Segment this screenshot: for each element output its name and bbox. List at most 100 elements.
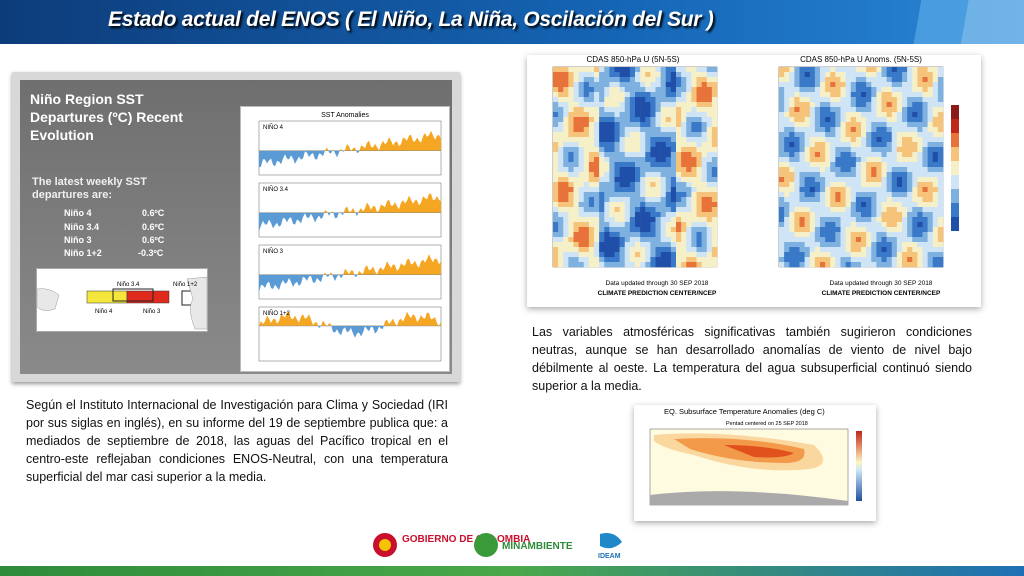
- contour-cell: [866, 92, 872, 98]
- contour-cell: [645, 177, 651, 183]
- contour-cell: [850, 102, 857, 108]
- contour-cell: [820, 97, 826, 103]
- contour-cell: [835, 172, 841, 178]
- contour-cell: [635, 167, 641, 173]
- contour-cell: [891, 67, 898, 73]
- contour-cell: [686, 202, 692, 208]
- contour-cell: [799, 242, 805, 248]
- contour-cell: [619, 252, 626, 258]
- contour-cell: [922, 97, 928, 103]
- contour-cell: [660, 122, 667, 128]
- contour-cell: [701, 67, 708, 73]
- contour-cell: [609, 72, 615, 78]
- contour-cell: [670, 187, 677, 193]
- contour-cell: [681, 227, 687, 233]
- contour-cell: [624, 197, 631, 203]
- contour-cell: [650, 172, 656, 178]
- contour-cell: [629, 232, 636, 238]
- contour-cell: [927, 112, 934, 118]
- contour-cell: [845, 142, 852, 148]
- contour-cell: [779, 77, 785, 83]
- contour-cell: [696, 187, 702, 193]
- contour-cell: [553, 67, 559, 73]
- contour-cell: [861, 137, 867, 143]
- contour-cell: [629, 222, 636, 228]
- contour-cell: [902, 217, 908, 223]
- logo-text: MINAMBIENTE: [502, 541, 573, 552]
- contour-cell: [563, 157, 569, 163]
- contour-cell: [835, 237, 841, 243]
- contour-cell: [891, 257, 898, 263]
- contour-cell: [619, 112, 626, 118]
- contour-cell: [809, 152, 816, 158]
- contour-cell: [814, 122, 821, 128]
- contour-cell: [604, 222, 610, 228]
- contour-cell: [681, 252, 687, 258]
- contour-cell: [558, 122, 564, 128]
- contour-cell: [583, 112, 590, 118]
- contour-cell: [907, 137, 913, 143]
- contour-cell: [701, 227, 708, 233]
- contour-cell: [681, 117, 687, 123]
- contour-cell: [635, 207, 641, 213]
- contour-cell: [779, 107, 785, 113]
- contour-cell: [599, 187, 605, 193]
- cool-area: [259, 274, 441, 292]
- contour-cell: [578, 117, 585, 123]
- contour-cell: [825, 112, 831, 118]
- contour-cell: [799, 212, 805, 218]
- contour-cell: [866, 82, 872, 88]
- contour-cell: [804, 82, 811, 88]
- contour-cell: [779, 197, 785, 203]
- contour-cell: [624, 167, 631, 173]
- contour-cell: [799, 232, 805, 238]
- contour-cell: [681, 257, 687, 263]
- contour-cell: [896, 157, 903, 163]
- contour-cell: [655, 87, 661, 93]
- contour-cell: [835, 107, 841, 113]
- contour-cell: [676, 147, 682, 153]
- contour-cell: [594, 142, 600, 148]
- contour-cell: [588, 232, 595, 238]
- contour-cell: [670, 207, 677, 213]
- contour-cell: [912, 182, 918, 188]
- contour-cell: [804, 112, 811, 118]
- contour-cell: [640, 172, 646, 178]
- contour-cell: [614, 102, 620, 108]
- contour-cell: [825, 232, 831, 238]
- contour-cell: [604, 217, 610, 223]
- contour-cell: [578, 112, 585, 118]
- contour-cell: [701, 167, 708, 173]
- contour-cell: [691, 227, 697, 233]
- contour-cell: [896, 147, 903, 153]
- contour-cell: [599, 77, 605, 83]
- contour-cell: [809, 82, 816, 88]
- contour-cell: [553, 172, 559, 178]
- contour-cell: [912, 192, 918, 198]
- contour-cell: [850, 202, 857, 208]
- contour-cell: [614, 172, 620, 178]
- contour-cell: [809, 217, 816, 223]
- contour-cell: [681, 177, 687, 183]
- contour-cell: [706, 242, 713, 248]
- contour-cell: [691, 222, 697, 228]
- contour-cell: [855, 87, 862, 93]
- contour-cell: [794, 242, 800, 248]
- contour-cell: [706, 112, 713, 118]
- contour-cell: [825, 72, 831, 78]
- contour-cell: [927, 222, 934, 228]
- contour-cell: [932, 237, 939, 243]
- contour-cell: [573, 212, 579, 218]
- contour-cell: [650, 122, 656, 128]
- contour-cell: [578, 67, 585, 73]
- contour-cell: [861, 232, 867, 238]
- contour-cell: [691, 137, 697, 143]
- contour-cell: [789, 202, 795, 208]
- contour-cell: [629, 102, 636, 108]
- contour-cell: [701, 202, 708, 208]
- contour-cell: [881, 122, 887, 128]
- contour-cell: [886, 237, 893, 243]
- contour-cell: [932, 172, 939, 178]
- contour-cell: [891, 77, 898, 83]
- contour-cell: [830, 167, 836, 173]
